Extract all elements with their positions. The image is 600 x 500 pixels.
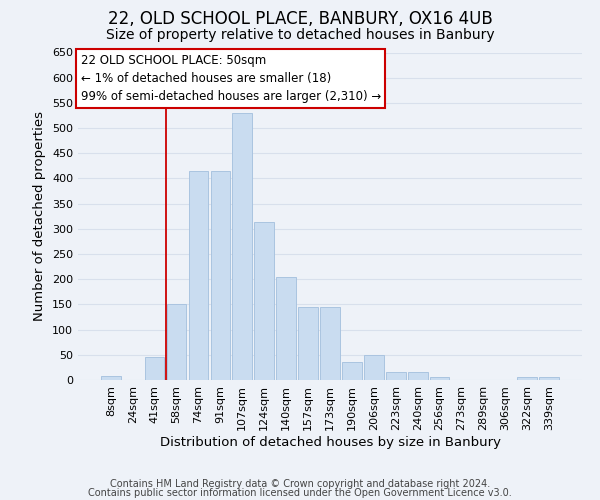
Text: 22 OLD SCHOOL PLACE: 50sqm
← 1% of detached houses are smaller (18)
99% of semi-: 22 OLD SCHOOL PLACE: 50sqm ← 1% of detac…	[80, 54, 381, 103]
Bar	[408, 372, 428, 380]
Bar	[188, 171, 208, 380]
Bar	[517, 378, 537, 380]
Bar	[254, 222, 274, 380]
Text: Contains HM Land Registry data © Crown copyright and database right 2024.: Contains HM Land Registry data © Crown c…	[110, 479, 490, 489]
Text: 22, OLD SCHOOL PLACE, BANBURY, OX16 4UB: 22, OLD SCHOOL PLACE, BANBURY, OX16 4UB	[107, 10, 493, 28]
Bar	[342, 362, 362, 380]
Text: Contains public sector information licensed under the Open Government Licence v3: Contains public sector information licen…	[88, 488, 512, 498]
Bar	[232, 113, 252, 380]
X-axis label: Distribution of detached houses by size in Banbury: Distribution of detached houses by size …	[160, 436, 500, 448]
Bar	[430, 378, 449, 380]
Bar	[320, 307, 340, 380]
Y-axis label: Number of detached properties: Number of detached properties	[34, 112, 46, 322]
Bar	[101, 376, 121, 380]
Bar	[386, 372, 406, 380]
Bar	[211, 171, 230, 380]
Bar	[298, 307, 318, 380]
Bar	[276, 276, 296, 380]
Bar	[167, 304, 187, 380]
Bar	[539, 378, 559, 380]
Bar	[364, 355, 384, 380]
Bar	[145, 358, 164, 380]
Text: Size of property relative to detached houses in Banbury: Size of property relative to detached ho…	[106, 28, 494, 42]
